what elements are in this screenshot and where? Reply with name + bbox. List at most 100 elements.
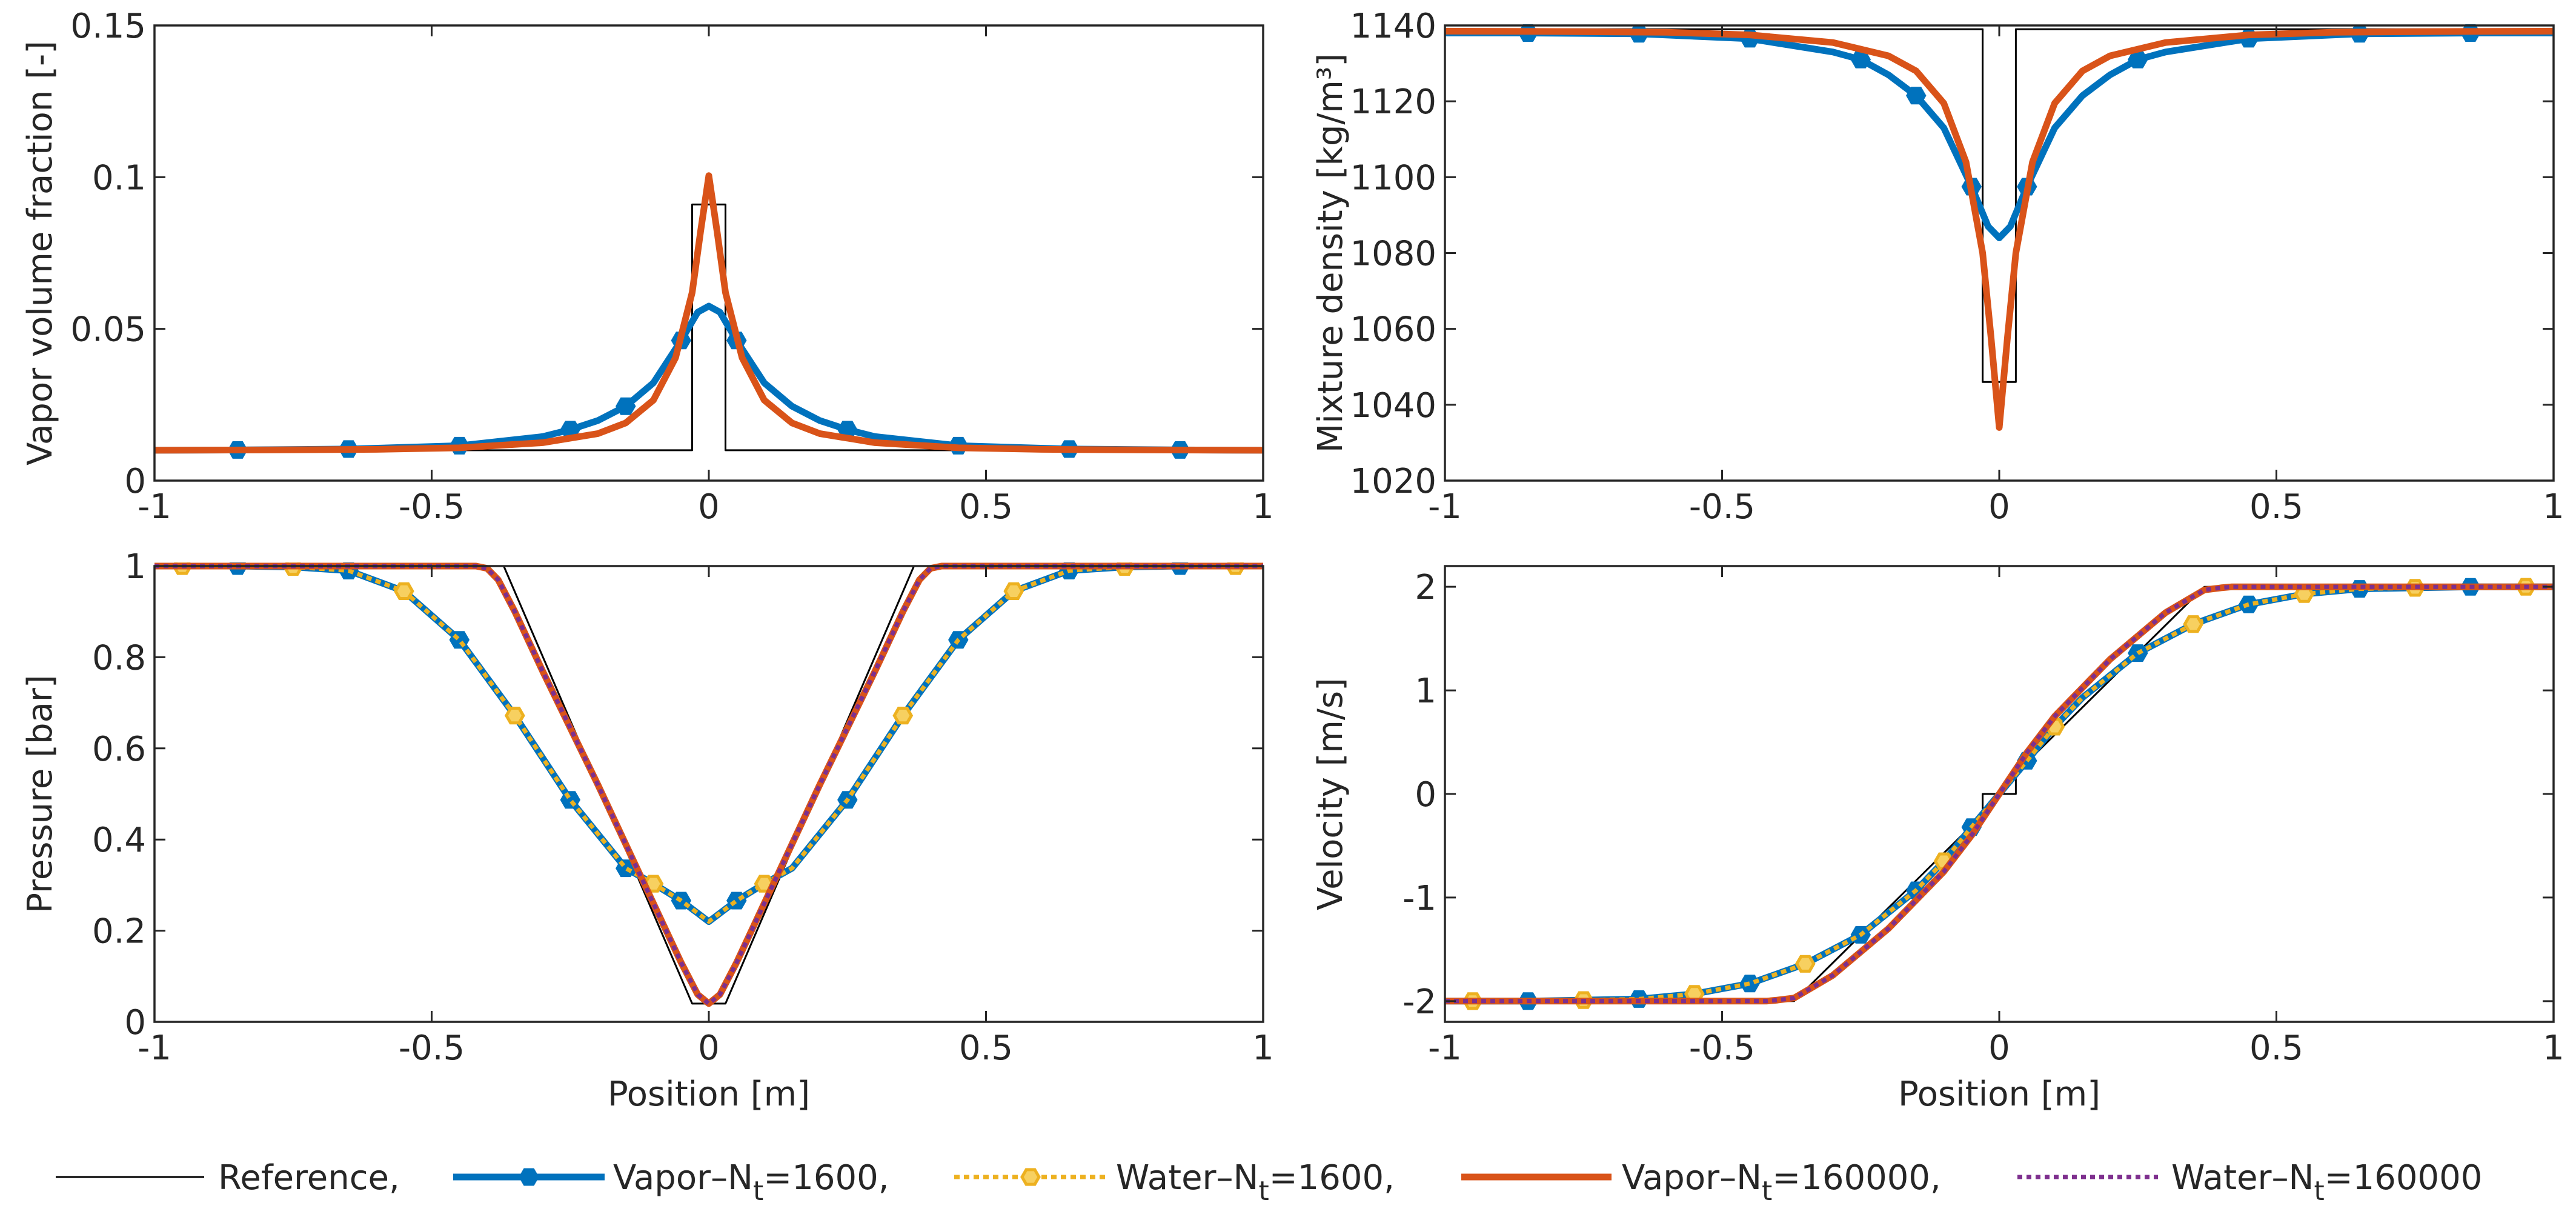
x-tick-label: 0.5: [959, 487, 1013, 527]
data-marker-vapor-nt-1600-2: [449, 631, 470, 649]
y-tick-label: 1080: [1350, 235, 1436, 274]
x-tick-label: 1: [1252, 487, 1274, 527]
x-tick-label: 1: [2543, 487, 2564, 527]
chart-pressure: -1 -0.5 0 0.5 1 0 0.2 0.4 0.6 0.8 1 Pressure [bar] P…: [21, 547, 1274, 1114]
y-tick-label: 1040: [1350, 386, 1436, 425]
series-lines: [154, 172, 1263, 459]
x-tick-label: -0.5: [399, 1029, 465, 1068]
data-marker-vapor-nt-1600-4: [1906, 87, 1927, 105]
x-tick-label: 0.5: [959, 1029, 1013, 1068]
x-tick-label: -0.5: [1689, 487, 1755, 527]
legend-label-subscript: t: [1258, 1176, 1269, 1207]
x-tick-label: -1: [1428, 1029, 1462, 1068]
y-tick-label: 0.4: [92, 821, 146, 860]
x-tick-label: -1: [138, 1029, 171, 1068]
y-tick-label: 2: [1415, 568, 1436, 607]
x-tick-label: 0: [698, 1029, 720, 1068]
legend-label: Vapor–Nt=1600,: [613, 1158, 889, 1207]
x-tick-label: 0: [1988, 1029, 2010, 1068]
y-tick-label: 1120: [1350, 82, 1436, 122]
legend-label-main: Vapor–N: [613, 1158, 753, 1198]
data-marker-vapor-nt-1600-4: [616, 397, 636, 415]
series-line-vapor-nt-1600: [154, 302, 1263, 454]
series-lines: [1445, 578, 2554, 1010]
x-tick-label: 0: [1988, 487, 2010, 527]
legend-label: Water–Nt=1600,: [1116, 1158, 1395, 1207]
legend-label-main: Water–N: [2171, 1158, 2314, 1198]
data-marker-water-nt-1600-2: [393, 582, 414, 600]
y-tick-label: -1: [1403, 879, 1436, 918]
series-lines: [154, 562, 1263, 1007]
y-axis-label: Pressure [bar]: [21, 675, 60, 913]
chart-panels: -1 -0.5 0 0.5 1 0 0.05 0.1 0.15 Vapor volume frac…: [21, 7, 2564, 1114]
legend-label: Vapor–Nt=160000,: [1622, 1158, 1941, 1207]
legend-swatch-marker: [1020, 1168, 1041, 1186]
legend-entry-water160000: Water–Nt=160000: [2017, 1158, 2482, 1207]
data-marker-water-nt-1600-3: [1794, 955, 1816, 973]
y-tick-label: 1100: [1350, 158, 1436, 198]
y-tick-label: 0.8: [92, 638, 146, 678]
legend-entry-vapor1600: Vapor–Nt=1600,: [453, 1158, 889, 1207]
legend-entry-vapor160000: Vapor–Nt=160000,: [1461, 1158, 1941, 1207]
legend-entry-water1600: Water–Nt=1600,: [954, 1158, 1395, 1207]
series-line-water-nt-160000: [154, 564, 1263, 1006]
x-axis-label: Position [m]: [608, 1075, 810, 1114]
legend-label-subscript: t: [1762, 1176, 1772, 1207]
y-tick-label: 0: [124, 462, 146, 501]
legend-label-main: Vapor–N: [1622, 1158, 1762, 1198]
legend-label-suffix: =1600,: [763, 1158, 889, 1198]
y-axis-label: Velocity [m/s]: [1311, 678, 1350, 910]
x-tick-label: 0: [698, 487, 720, 527]
series-lines: [1445, 24, 2554, 431]
y-tick-label: 0.1: [92, 158, 146, 198]
series-line-reference: [154, 203, 1263, 452]
y-tick-label: 0: [124, 1003, 146, 1042]
x-tick-label: 0.5: [2249, 1029, 2303, 1068]
data-marker-water-nt-1600-6: [892, 707, 914, 725]
x-tick-label: -1: [1428, 487, 1462, 527]
x-tick-label: -1: [138, 487, 171, 527]
data-marker-water-nt-1600-6: [2183, 615, 2204, 633]
x-tick-label: -0.5: [1689, 1029, 1755, 1068]
series-line-vapor-nt-160000: [1445, 27, 2554, 431]
y-tick-label: 1: [124, 547, 146, 587]
x-tick-label: -0.5: [399, 487, 465, 527]
y-tick-label: 1140: [1350, 7, 1436, 46]
x-tick-label: 1: [2543, 1029, 2564, 1068]
series-line-water-nt-160000: [1445, 584, 2554, 1004]
x-tick-label: 0.5: [2249, 487, 2303, 527]
y-tick-label: 0.15: [70, 7, 146, 46]
series-line-water-nt-1600: [154, 564, 1263, 924]
y-axis-label: Mixture density [kg/m³]: [1311, 53, 1350, 453]
legend-label-suffix: =1600,: [1269, 1158, 1395, 1198]
legend-label: Reference,: [218, 1158, 400, 1198]
series-line-vapor-nt-160000: [154, 172, 1263, 454]
legend: Reference, Vapor–Nt=1600, Water–Nt=1600, Va…: [56, 1158, 2482, 1207]
y-tick-label: 1020: [1350, 462, 1436, 501]
y-axis-label: Vapor volume fraction [-]: [21, 41, 60, 465]
chart-vapor-fraction: -1 -0.5 0 0.5 1 0 0.05 0.1 0.15 Vapor volume frac…: [21, 7, 1274, 527]
y-tick-label: 0.05: [70, 310, 146, 350]
y-tick-label: 1060: [1350, 310, 1436, 350]
data-marker-vapor-nt-1600-3: [560, 791, 581, 809]
chart-mixture-density: -1 -0.5 0 0.5 1 1020 1040 1060 1080 1100 1120 1140M…: [1311, 7, 2564, 527]
legend-label-subscript: t: [753, 1176, 763, 1207]
legend-label: Water–Nt=160000: [2171, 1158, 2482, 1207]
legend-label-main: Water–N: [1116, 1158, 1258, 1198]
series-line-vapor-nt-1600: [1445, 30, 2554, 241]
y-tick-label: 0.6: [92, 730, 146, 769]
series-line-water-nt-1600: [1445, 584, 2554, 1004]
legend-label-main: Reference,: [218, 1158, 400, 1198]
legend-label-suffix: =160000,: [1772, 1158, 1941, 1198]
legend-label-suffix: =160000: [2325, 1158, 2483, 1198]
legend-label-subscript: t: [2314, 1176, 2324, 1207]
data-marker-water-nt-1600-3: [504, 707, 525, 725]
series-line-reference: [1445, 28, 2554, 383]
chart-velocity: -1 -0.5 0 0.5 1 -2 -1 0 1 2 Velocity [m/s] Position…: [1311, 565, 2564, 1114]
x-tick-label: 1: [1252, 1029, 1274, 1068]
x-axis-label: Position [m]: [1898, 1075, 2100, 1114]
legend-swatch-marker: [519, 1168, 539, 1186]
data-marker-vapor-nt-1600-2: [1739, 975, 1761, 993]
